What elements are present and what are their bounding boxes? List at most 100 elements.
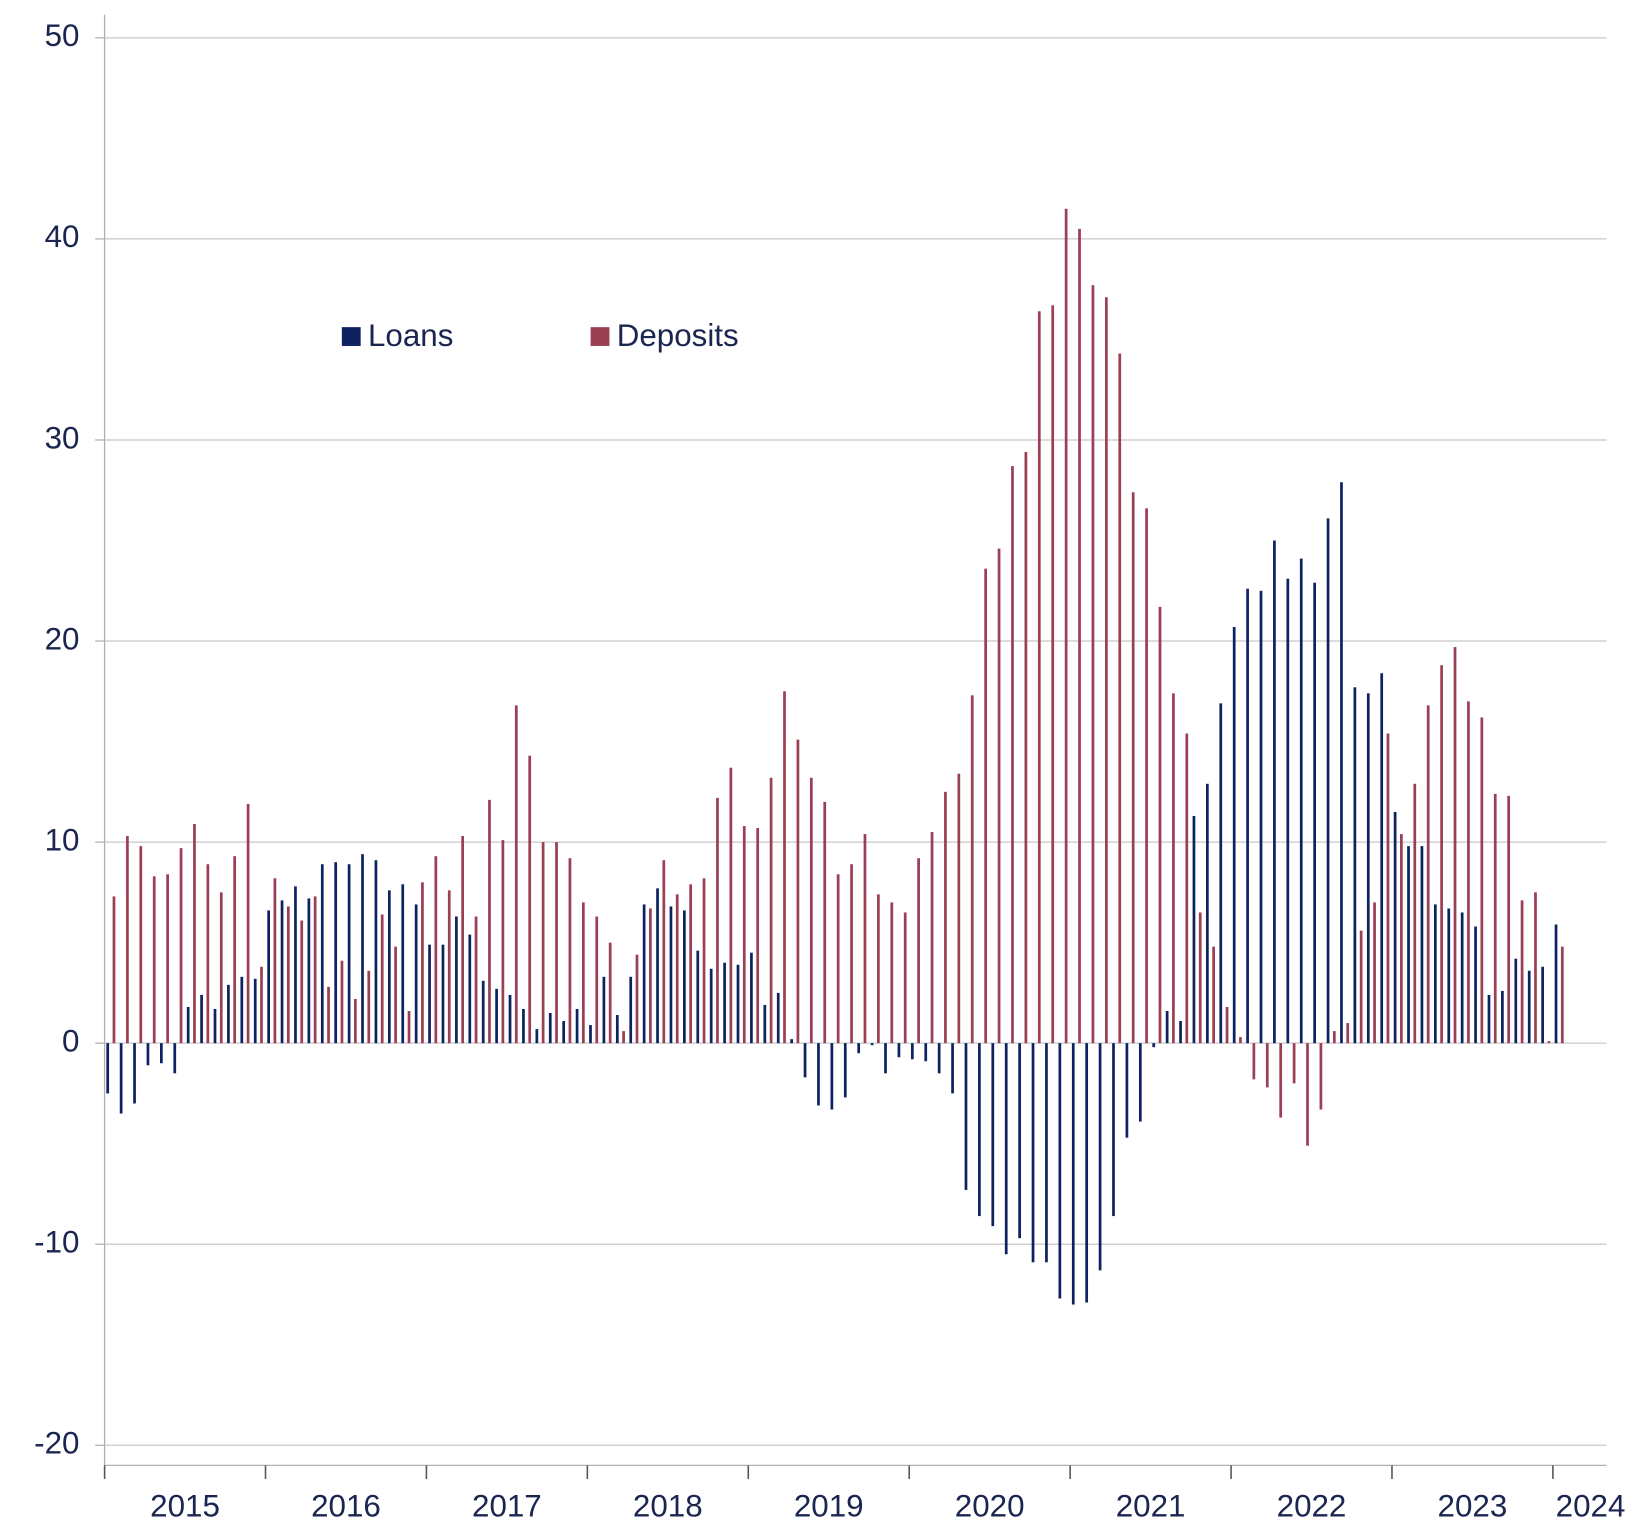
bar xyxy=(219,892,223,1044)
bar xyxy=(213,1008,217,1044)
bar xyxy=(1474,926,1477,1044)
bar xyxy=(1152,1043,1156,1048)
bar xyxy=(334,862,338,1044)
bar xyxy=(159,1043,163,1064)
bar xyxy=(970,695,974,1044)
bar xyxy=(1460,912,1464,1044)
bar xyxy=(696,950,700,1044)
bar xyxy=(1158,606,1162,1044)
y-tick-label: 50 xyxy=(45,18,80,53)
bar xyxy=(850,864,853,1044)
bar xyxy=(1058,1043,1062,1299)
legend: Loans Deposits xyxy=(341,318,739,353)
bar xyxy=(1514,958,1518,1044)
bar xyxy=(1206,783,1209,1044)
bar xyxy=(233,856,237,1044)
bar xyxy=(1011,466,1014,1044)
bar xyxy=(991,1043,995,1227)
bar xyxy=(809,777,813,1044)
bar xyxy=(1386,733,1390,1044)
bar xyxy=(1252,1043,1256,1080)
bar xyxy=(267,910,270,1044)
bar xyxy=(1554,924,1558,1044)
bar xyxy=(501,840,505,1044)
bar xyxy=(1407,846,1410,1044)
bar xyxy=(1380,673,1384,1044)
bar xyxy=(1440,665,1443,1044)
bar xyxy=(193,824,196,1044)
bar xyxy=(857,1043,861,1054)
y-tick-label: 20 xyxy=(45,621,80,656)
bar xyxy=(790,1039,794,1044)
bar xyxy=(1091,285,1095,1044)
bar xyxy=(455,916,458,1044)
bar xyxy=(1192,815,1196,1044)
bar xyxy=(843,1043,847,1098)
bar xyxy=(541,842,545,1044)
bar xyxy=(662,860,666,1044)
bar xyxy=(514,705,518,1044)
x-tick-label: 2021 xyxy=(1116,1489,1186,1524)
bar xyxy=(723,962,726,1044)
bar xyxy=(1185,733,1189,1044)
bar xyxy=(1507,795,1511,1044)
bar xyxy=(313,896,317,1044)
x-tick-label: 2024 xyxy=(1556,1489,1626,1524)
bar xyxy=(206,864,210,1044)
bar xyxy=(380,914,384,1044)
bar xyxy=(629,976,633,1044)
bar xyxy=(555,842,558,1044)
bar xyxy=(1426,705,1430,1044)
bar xyxy=(307,898,311,1044)
bar xyxy=(1118,353,1122,1044)
bar xyxy=(139,846,143,1044)
bar xyxy=(1198,912,1202,1044)
bar xyxy=(1045,1043,1048,1263)
bar xyxy=(488,799,491,1044)
x-tick-label: 2019 xyxy=(794,1489,864,1524)
bar xyxy=(1527,970,1531,1044)
bar xyxy=(447,890,451,1044)
y-tick-label: 10 xyxy=(45,822,80,857)
bar xyxy=(1024,452,1028,1044)
bar xyxy=(608,942,612,1044)
bar xyxy=(944,791,947,1044)
bar xyxy=(1112,1043,1115,1217)
bar xyxy=(361,854,364,1044)
legend-label: Deposits xyxy=(617,318,739,353)
bar xyxy=(890,902,894,1044)
bar xyxy=(817,1043,820,1106)
bar xyxy=(1273,540,1276,1044)
bar xyxy=(273,878,277,1044)
bar xyxy=(595,916,599,1044)
bar xyxy=(910,1043,914,1060)
bar xyxy=(1292,1043,1296,1084)
axes: -20 -10 0 10 20 30 40 50 2015 2016 2017 2018 2019 202… xyxy=(34,14,1626,1524)
bar xyxy=(709,968,713,1044)
bar xyxy=(327,986,330,1044)
bar xyxy=(1359,930,1363,1044)
bar xyxy=(656,888,659,1044)
bar xyxy=(796,739,800,1044)
bar xyxy=(152,876,156,1044)
bar xyxy=(1131,492,1135,1044)
bar xyxy=(937,1043,941,1074)
bar xyxy=(769,777,773,1044)
bar xyxy=(300,920,304,1044)
bar xyxy=(562,1021,566,1044)
x-tick-label: 2023 xyxy=(1438,1489,1508,1524)
bar xyxy=(750,952,753,1044)
bar xyxy=(1487,994,1491,1044)
bar xyxy=(763,1004,767,1044)
bar xyxy=(421,882,424,1044)
x-tick-label: 2015 xyxy=(150,1489,220,1524)
bar xyxy=(1366,693,1370,1044)
bar xyxy=(716,797,719,1044)
bar xyxy=(1306,1043,1309,1146)
bar xyxy=(836,874,840,1044)
bar xyxy=(823,801,827,1044)
bar xyxy=(1085,1043,1089,1303)
bar xyxy=(1172,693,1175,1044)
bar xyxy=(1340,482,1343,1044)
